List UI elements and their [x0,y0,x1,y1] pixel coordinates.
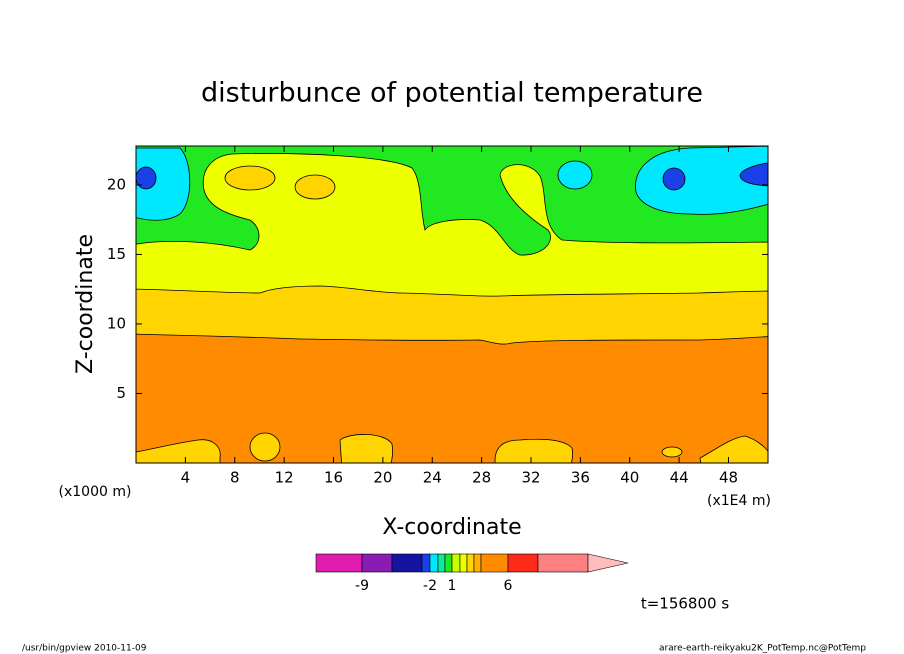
colorbar-tick-label: 1 [448,578,457,594]
x-tick-label: 8 [230,469,240,487]
footer-left: /usr/bin/gpview 2010-11-09 [22,644,147,654]
colorbar-segment [459,553,468,573]
y-tick-label: 5 [116,384,126,402]
x-tick-label: 24 [423,469,442,487]
colorbar-segment [473,553,482,573]
contour-region [339,434,393,463]
x-tick-label: 16 [324,469,343,487]
contour-region [662,167,686,191]
colorbar-extension [587,553,629,573]
x-axis-label: X-coordinate [382,515,521,540]
contour-region [136,333,768,463]
contour-region [635,146,768,215]
colorbar-segment [391,553,423,573]
colorbar-segment [507,553,539,573]
colorbar-tick-label: -9 [355,578,369,594]
colorbar-segment [444,553,453,573]
contour-region [136,147,191,221]
colorbar-segment [537,553,589,573]
y-tick-label: 10 [107,314,126,332]
x-tick-label: 44 [670,469,689,487]
contour-region [494,438,573,463]
contour-region [136,439,221,463]
x-tick-label: 36 [571,469,590,487]
contour-region [294,174,336,200]
contour-region [699,435,768,463]
colorbar-segment [421,553,431,573]
chart-title: disturbunce of potential temperature [201,78,703,109]
colorbar-segment [361,553,393,573]
colorbar-segment [429,553,439,573]
colorbar-segment [315,553,363,573]
y-axis-label: Z-coordinate [73,234,98,374]
colorbar-segment [437,553,446,573]
x-tick-label: 40 [620,469,639,487]
x-tick-label: 12 [275,469,294,487]
colorbar-segment [466,553,475,573]
time-annotation: t=156800 s [641,595,729,613]
contour-region [249,432,281,462]
y-unit-label: (x1000 m) [59,484,132,500]
colorbar-tick-label: -2 [423,578,437,594]
contour-region [136,166,157,190]
colorbar: -9 -2 1 6 [315,553,629,594]
plot-frame [135,145,769,464]
y-tick-label: 15 [107,245,126,263]
footer-right: arare-earth-reikyaku2K_PotTemp.nc@PotTem… [659,644,866,654]
contour-region [557,160,593,190]
colorbar-tick-label: 6 [504,578,513,594]
x-unit-label: (x1E4 m) [707,493,771,509]
colorbar-segment [480,553,509,573]
contour-region [224,165,276,191]
colorbar-segment [451,553,461,573]
x-tick-label: 32 [521,469,540,487]
contour-region [661,446,683,458]
y-tick-label: 20 [107,175,126,193]
contour-region [739,162,768,187]
x-tick-label: 4 [181,469,191,487]
plot-area [136,146,768,463]
x-tick-label: 20 [373,469,392,487]
x-tick-label: 48 [719,469,738,487]
x-tick-label: 28 [472,469,491,487]
